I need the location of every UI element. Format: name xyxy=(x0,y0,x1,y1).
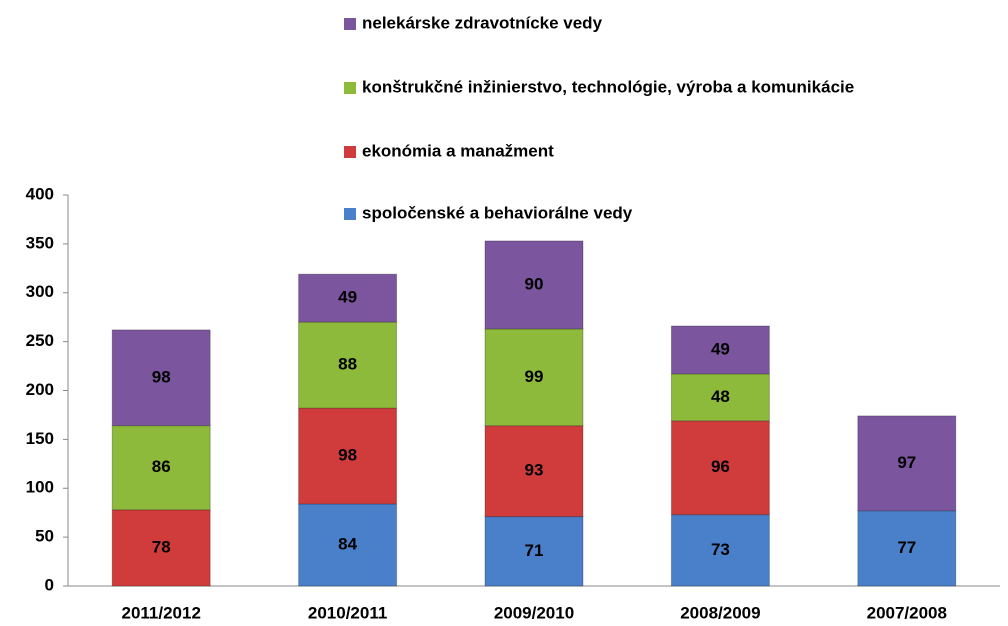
x-tick-label: 2009/2010 xyxy=(494,603,574,622)
bar-segment xyxy=(298,503,398,587)
y-tick-label: 350 xyxy=(26,233,54,252)
bar-segment xyxy=(298,407,398,505)
data-label: 77 xyxy=(897,538,916,557)
bar-segment xyxy=(857,510,957,587)
bar-segment xyxy=(670,420,770,516)
y-tick-label: 150 xyxy=(26,429,54,448)
data-label: 93 xyxy=(525,461,544,480)
y-tick-label: 300 xyxy=(26,282,54,301)
bar-segment xyxy=(670,373,770,422)
bar-segment xyxy=(857,415,957,512)
bar-segment xyxy=(111,329,211,427)
data-label: 99 xyxy=(525,367,544,386)
legend-label: konštrukčné inžinierstvo, technológie, v… xyxy=(362,77,854,96)
legend-label: ekonómia a manažment xyxy=(362,141,554,160)
bar-segment xyxy=(484,240,584,330)
bar-segment xyxy=(484,516,584,587)
bar-segment xyxy=(484,328,584,427)
data-label: 48 xyxy=(711,387,730,406)
y-tick-label: 250 xyxy=(26,331,54,350)
legend-swatch xyxy=(344,18,356,30)
y-tick-label: 0 xyxy=(45,575,54,594)
y-tick-label: 50 xyxy=(35,527,54,546)
bar-segment xyxy=(670,325,770,375)
legend-swatch xyxy=(344,146,356,158)
data-label: 90 xyxy=(525,274,544,293)
data-label: 86 xyxy=(152,457,171,476)
bar-segment xyxy=(670,514,770,587)
legend-label: spoločenské a behaviorálne vedy xyxy=(362,203,633,222)
bar-segment xyxy=(298,273,398,323)
legend-swatch xyxy=(344,208,356,220)
x-tick-label: 2011/2012 xyxy=(121,603,200,622)
x-tick-label: 2008/2009 xyxy=(680,603,760,622)
data-label: 78 xyxy=(152,537,171,556)
data-label: 49 xyxy=(338,288,357,307)
bar-segment xyxy=(298,321,398,409)
bar-segment xyxy=(111,425,211,511)
data-label: 73 xyxy=(711,540,730,559)
data-label: 96 xyxy=(711,457,730,476)
y-tick-label: 400 xyxy=(26,184,54,203)
data-label: 97 xyxy=(897,453,916,472)
data-label: 88 xyxy=(338,355,357,374)
data-label: 49 xyxy=(711,339,730,358)
x-tick-label: 2010/2011 xyxy=(308,603,387,622)
data-label: 84 xyxy=(338,534,357,553)
bar-segment xyxy=(484,425,584,518)
bar-segment xyxy=(111,509,211,587)
data-label: 98 xyxy=(338,445,357,464)
y-tick-label: 200 xyxy=(26,380,54,399)
legend-label: nelekárske zdravotnícke vedy xyxy=(362,13,603,32)
x-tick-label: 2007/2008 xyxy=(867,603,947,622)
y-tick-label: 100 xyxy=(26,478,54,497)
data-label: 98 xyxy=(152,367,171,386)
legend-swatch xyxy=(344,82,356,94)
data-label: 71 xyxy=(525,541,544,560)
